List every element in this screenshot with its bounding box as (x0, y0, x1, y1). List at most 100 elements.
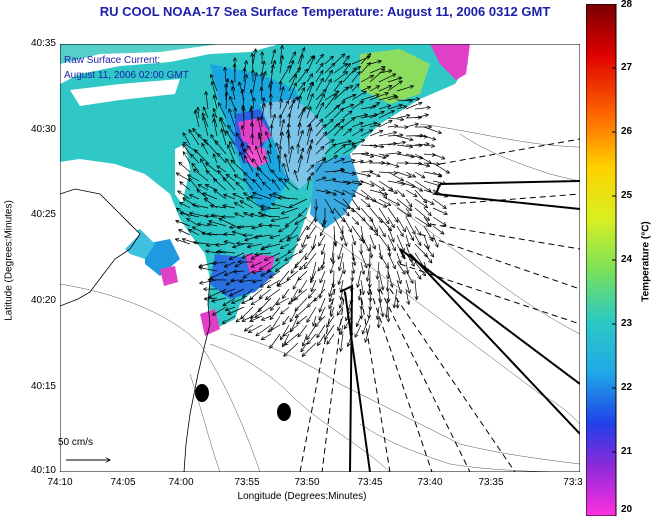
current-vector (241, 252, 254, 259)
current-vector-head (239, 200, 243, 205)
current-vector (250, 196, 263, 200)
current-vector-head (244, 330, 249, 332)
current-vector-head (336, 311, 339, 316)
current-vector (387, 189, 398, 194)
radial-dashed-lines (299, 138, 580, 472)
current-vector-head (250, 89, 254, 93)
current-vector (205, 250, 218, 254)
current-vector-head (430, 222, 432, 227)
current-vector-head (279, 114, 283, 119)
current-vector-head (179, 181, 184, 183)
current-vector (302, 333, 308, 347)
current-vector (306, 114, 319, 128)
current-vector (311, 261, 317, 281)
current-vector-head (409, 289, 411, 294)
current-vector-head (283, 153, 286, 158)
current-vector-head (324, 220, 327, 225)
current-vector-head (259, 283, 263, 288)
current-vector-head (346, 183, 351, 185)
current-vector-head (441, 230, 445, 235)
current-vector (351, 139, 366, 146)
current-vector-head (207, 222, 212, 225)
current-vector-head (306, 68, 309, 73)
current-vector-head (220, 128, 222, 133)
current-vector-head (188, 129, 190, 134)
current-vector-head (399, 234, 404, 237)
current-vector-head (297, 334, 302, 338)
current-vector-head (208, 219, 213, 222)
current-vector (405, 198, 413, 208)
current-vector-head (406, 114, 411, 118)
current-vector (252, 178, 263, 191)
current-vector-head (283, 354, 288, 357)
current-vector-head (276, 282, 279, 287)
current-vector-head (243, 212, 247, 216)
current-vector (333, 86, 349, 101)
current-vector-head (404, 270, 406, 275)
current-vector (282, 163, 290, 182)
current-vector-head (265, 298, 270, 301)
current-vector (310, 270, 317, 283)
current-vector (314, 315, 326, 328)
current-vector (227, 125, 236, 137)
current-vector-head (222, 302, 226, 307)
current-vector-head (207, 277, 212, 281)
current-vector-head (274, 114, 276, 119)
current-vector (284, 216, 299, 227)
current-vector (351, 128, 364, 137)
current-vector-head (431, 200, 435, 205)
current-vector-head (337, 123, 341, 128)
current-vector-head (409, 280, 414, 284)
current-vector-head (380, 298, 383, 303)
current-vector-head (227, 125, 229, 130)
current-vector-head (341, 144, 346, 146)
current-vector-head (392, 283, 394, 288)
current-vector (288, 123, 290, 137)
current-vector (396, 153, 415, 158)
current-vector (216, 165, 227, 173)
current-vector-head (283, 86, 285, 91)
current-vector (396, 225, 404, 237)
current-vector (290, 261, 299, 274)
current-vector-head (292, 51, 296, 55)
current-vector-head (309, 93, 314, 97)
current-vector-head (288, 133, 291, 138)
current-vector-head (375, 275, 378, 280)
current-vector (405, 171, 416, 178)
current-vector-head (265, 131, 269, 135)
current-vector-head (333, 191, 337, 196)
current-vector-head (196, 189, 199, 194)
current-vector (267, 324, 281, 333)
current-vector-head (231, 86, 235, 91)
current-vector (315, 124, 327, 137)
current-vector-head (426, 252, 428, 258)
current-vector (360, 114, 378, 119)
current-vector-head (310, 123, 312, 128)
current-vector-head (234, 63, 237, 68)
current-vector-head (296, 67, 301, 70)
current-vector-head (242, 293, 245, 298)
current-vector (414, 106, 431, 110)
current-vector-head (349, 128, 353, 133)
current-vector-head (229, 292, 233, 297)
current-vector-head (291, 98, 295, 103)
current-vector (343, 315, 353, 330)
current-vector (306, 81, 314, 101)
current-vector-head (262, 71, 267, 75)
current-vector (360, 198, 371, 208)
current-vector-head (253, 235, 258, 238)
current-vector-head (302, 130, 304, 135)
current-vector (259, 135, 263, 155)
current-vector-head (335, 123, 340, 125)
current-vector (345, 306, 353, 322)
current-vector-head (319, 70, 324, 73)
current-vector-head (304, 108, 306, 113)
current-vector (210, 205, 227, 209)
current-vector-head (221, 128, 225, 132)
current-vector-head (258, 132, 262, 136)
current-vector-head (386, 248, 391, 252)
current-vector-head (322, 54, 324, 59)
current-vector-head (203, 288, 208, 292)
current-vector (369, 234, 376, 250)
current-vector-head (427, 214, 432, 217)
